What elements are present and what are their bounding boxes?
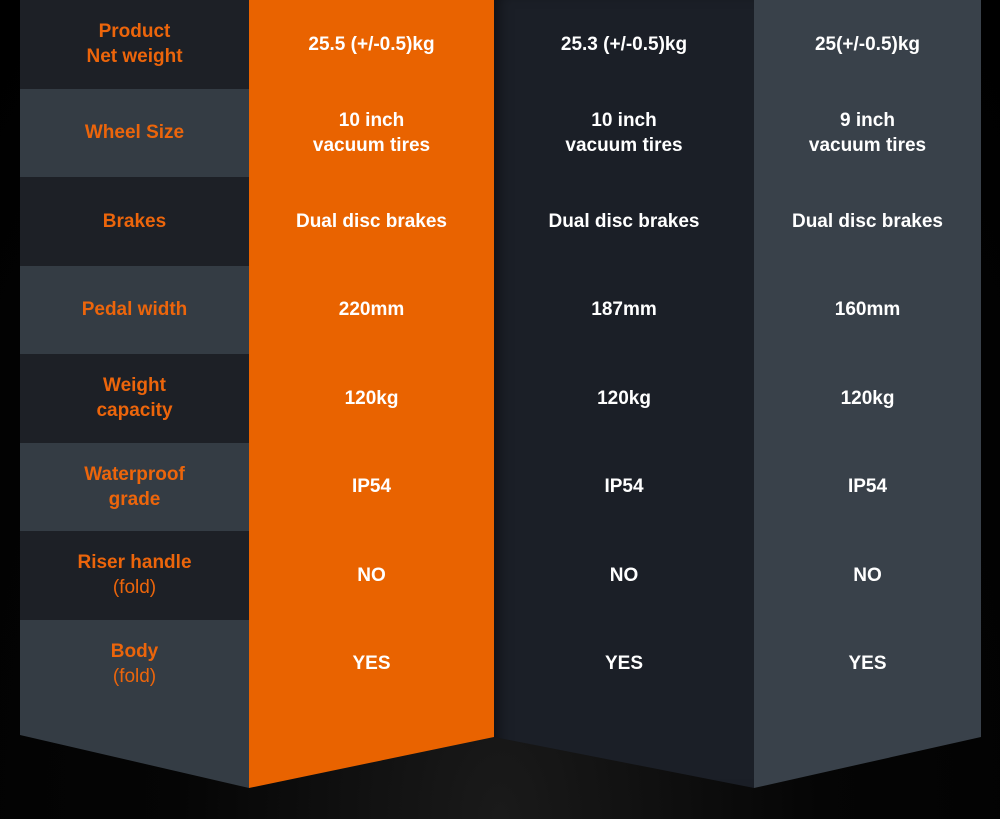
spec-value: 25.3 (+/-0.5)kg — [560, 33, 688, 55]
spec-label: Riser handle (fold) — [20, 531, 249, 620]
spec-value: 25.5 (+/-0.5)kg — [308, 33, 435, 55]
spec-value: 120kg — [840, 387, 895, 409]
spec-value: IP54 — [351, 476, 392, 498]
spec-label-text: Product Net weight — [86, 21, 183, 68]
spec-value: Dual disc brakes — [791, 210, 944, 232]
spec-label-text: Waterproof grade — [84, 463, 185, 510]
spec-value: 187mm — [591, 299, 657, 321]
spec-label-sub: (fold) — [112, 577, 157, 599]
spec-value: 10 inch vacuum tires — [312, 109, 431, 156]
spec-label: Weight capacity — [20, 354, 249, 443]
spec-value: NO — [357, 564, 386, 586]
spec-label: Brakes — [20, 177, 249, 266]
spec-value: 25(+/-0.5)kg — [814, 33, 921, 55]
spec-label-text: Riser handle — [77, 552, 192, 574]
spec-label: Body (fold) — [20, 619, 249, 788]
product-column-3: 25(+/-0.5)kg 9 inch vacuum tires Dual disc… — [754, 0, 981, 788]
spec-value: 120kg — [597, 387, 651, 409]
spec-label-text: Pedal width — [81, 299, 188, 321]
spec-value: NO — [853, 564, 882, 586]
spec-label-text: Brakes — [102, 210, 167, 232]
spec-label-column: Product Net weight Wheel Size Brakes Pedal … — [20, 0, 249, 788]
spec-value: NO — [609, 564, 639, 586]
spec-value: YES — [604, 653, 644, 675]
spec-label: Waterproof grade — [20, 442, 249, 531]
spec-value: Dual disc brakes — [548, 210, 700, 232]
spec-label-text: Weight capacity — [96, 375, 173, 422]
product-column-2: 25.3 (+/-0.5)kg 10 inch vacuum tires Dual … — [494, 0, 754, 788]
spec-value: 160mm — [834, 299, 901, 321]
spec-label-sub: (fold) — [112, 665, 157, 687]
spec-value: IP54 — [847, 476, 888, 498]
spec-label-text: Body — [110, 640, 159, 662]
spec-label: Product Net weight — [20, 0, 249, 89]
spec-value: IP54 — [604, 476, 644, 498]
spec-value: 120kg — [344, 387, 399, 409]
spec-value: YES — [848, 653, 887, 675]
spec-value: 10 inch vacuum tires — [565, 109, 683, 156]
spec-label: Pedal width — [20, 265, 249, 354]
spec-value: YES — [352, 653, 391, 675]
product-column-1: 25.5 (+/-0.5)kg 10 inch vacuum tires Dual … — [249, 0, 494, 788]
spec-label: Wheel Size — [20, 88, 249, 177]
spec-value: 220mm — [338, 299, 405, 321]
spec-value: 9 inch vacuum tires — [808, 109, 927, 156]
spec-label-text: Wheel Size — [84, 122, 185, 144]
spec-value: Dual disc brakes — [295, 210, 448, 232]
